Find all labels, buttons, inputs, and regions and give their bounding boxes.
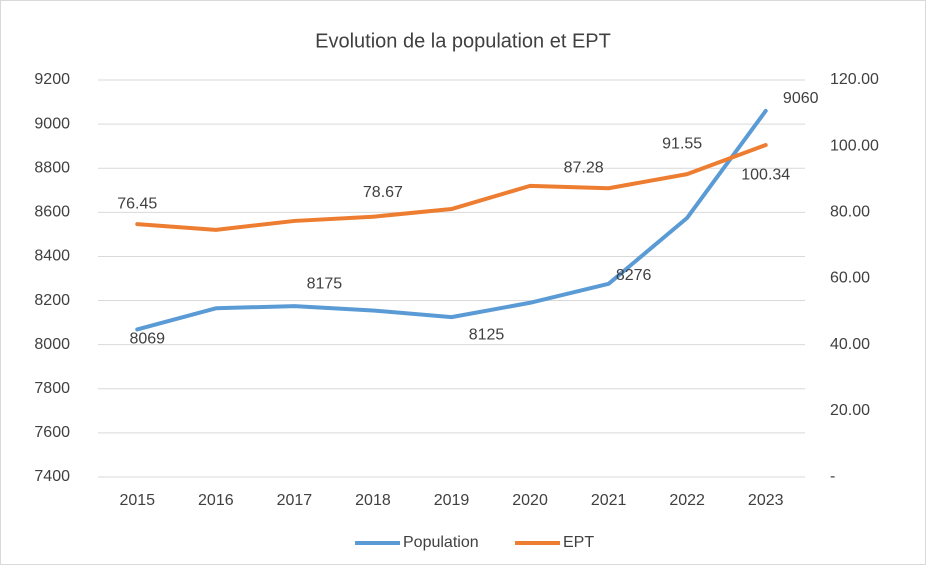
data-label: 100.34 (741, 166, 790, 183)
data-label: 8175 (307, 275, 343, 292)
y2-tick-label: 80.00 (830, 204, 870, 221)
data-label: 78.67 (363, 184, 403, 201)
x-tick-label: 2018 (355, 492, 391, 509)
y2-tick-label: - (830, 468, 835, 485)
y2-tick-label: 20.00 (830, 402, 870, 419)
y-tick-label: 8000 (34, 336, 70, 353)
x-tick-label: 2015 (119, 492, 155, 509)
y-tick-label: 7400 (34, 468, 70, 485)
x-tick-label: 2021 (591, 492, 627, 509)
y-tick-label: 7800 (34, 380, 70, 397)
y-tick-label: 8200 (34, 292, 70, 309)
chart-title: Evolution de la population et EPT (315, 30, 611, 52)
y2-tick-label: 60.00 (830, 270, 870, 287)
x-tick-label: 2023 (748, 492, 784, 509)
series-line (135, 108, 768, 332)
data-label: 8276 (616, 267, 652, 284)
y-tick-label: 8400 (34, 248, 70, 265)
x-tick-label: 2017 (277, 492, 313, 509)
data-label: 91.55 (662, 135, 702, 152)
y2-tick-label: 100.00 (830, 137, 879, 154)
x-tick-label: 2022 (669, 492, 705, 509)
x-tick-label: 2020 (512, 492, 548, 509)
y-tick-label: 9000 (34, 115, 70, 132)
y-tick-label: 8600 (34, 204, 70, 221)
y2-tick-label: 40.00 (830, 336, 870, 353)
y-tick-label: 7600 (34, 424, 70, 441)
data-label: 8125 (469, 326, 505, 343)
y-tick-label: 8800 (34, 159, 70, 176)
legend-label: Population (403, 534, 479, 551)
data-label: 87.28 (564, 159, 604, 176)
x-tick-label: 2019 (434, 492, 470, 509)
data-label: 76.45 (117, 195, 157, 212)
data-label: 8069 (129, 331, 165, 348)
y2-tick-label: 120.00 (830, 71, 879, 88)
series-line (135, 143, 768, 232)
y-tick-label: 9200 (34, 71, 70, 88)
legend-label: EPT (563, 534, 594, 551)
data-label: 9060 (783, 90, 819, 107)
x-tick-label: 2016 (198, 492, 234, 509)
